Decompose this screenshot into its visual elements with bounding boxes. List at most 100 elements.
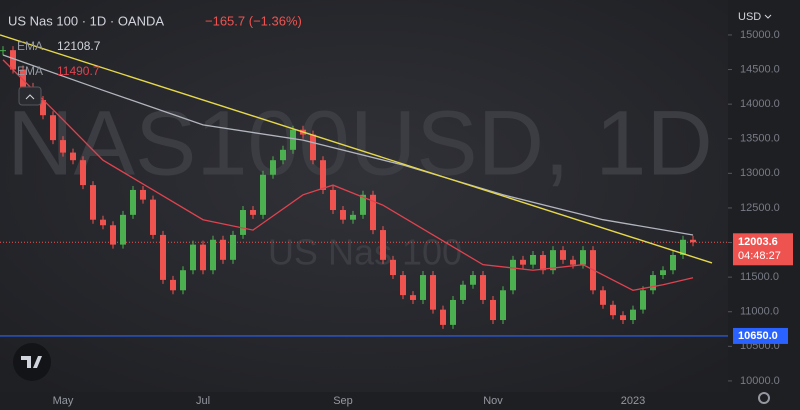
watermark-sub: US Nas 100 xyxy=(268,232,462,273)
candle-body xyxy=(90,185,96,220)
candle-body xyxy=(660,270,666,276)
candle-body xyxy=(260,174,266,215)
currency-caret[interactable] xyxy=(764,14,772,19)
candle-body xyxy=(430,275,436,310)
candle-body xyxy=(670,254,676,271)
candle-body xyxy=(610,304,616,316)
candle-body xyxy=(100,219,106,226)
y-tick-label: 11500.0 xyxy=(740,271,779,283)
logo-mark xyxy=(21,356,42,368)
candle-body xyxy=(570,259,576,265)
candle-body xyxy=(230,234,236,260)
y-tick-label: 13000.0 xyxy=(740,167,780,179)
candle-body xyxy=(40,99,46,116)
candle-body xyxy=(130,189,136,215)
candle-body xyxy=(510,259,516,291)
candle-body xyxy=(460,284,466,300)
candle-body xyxy=(180,270,186,291)
settings-icon[interactable] xyxy=(758,392,770,404)
candle-body xyxy=(110,225,116,245)
legend-value: 12108.7 xyxy=(57,39,101,53)
level-label: 10650.0 xyxy=(738,330,778,342)
y-tick-label: 11000.0 xyxy=(740,306,779,318)
candle-body xyxy=(560,250,566,260)
y-tick-label: 14000.0 xyxy=(740,98,780,110)
candle-body xyxy=(330,189,336,211)
candle-body xyxy=(10,50,16,70)
last-price-label: 12003.6 xyxy=(738,236,778,248)
candle-body xyxy=(80,160,86,186)
candle-body xyxy=(620,315,626,321)
x-tick-label: 2023 xyxy=(621,395,645,407)
x-tick-label: Sep xyxy=(333,395,353,407)
candle-body xyxy=(240,210,246,235)
candle-body xyxy=(550,250,556,271)
currency[interactable]: USD xyxy=(738,11,761,23)
y-tick-label: 14500.0 xyxy=(740,63,780,75)
candle-body xyxy=(270,160,276,175)
ema-line xyxy=(2,59,694,291)
candle-body xyxy=(580,250,586,265)
ema-line xyxy=(2,54,694,236)
candle-body xyxy=(410,295,416,300)
candle-body xyxy=(20,69,26,87)
candle-body xyxy=(440,309,446,325)
candle-body xyxy=(390,259,396,276)
legend-value: 11490.7 xyxy=(57,64,100,78)
countdown: 04:48:27 xyxy=(738,250,781,262)
x-tick-label: May xyxy=(53,395,74,407)
candle-body xyxy=(520,259,526,265)
time-axis-bg xyxy=(0,392,728,410)
price-change: −165.7 (−1.36%) xyxy=(205,13,302,28)
candle-body xyxy=(200,244,206,271)
symbol-title: US Nas 100 · 1D · OANDA xyxy=(8,13,164,28)
candle-body xyxy=(0,50,6,52)
candle-body xyxy=(500,290,506,321)
legend-label: EMA xyxy=(17,39,43,53)
plot xyxy=(0,34,728,337)
x-tick-label: Jul xyxy=(196,395,210,407)
watermark: NAS100USD, 1D xyxy=(7,92,713,194)
tv-logo xyxy=(13,343,51,381)
candle-body xyxy=(650,275,656,291)
candle-body xyxy=(690,239,696,243)
candle-body xyxy=(340,210,346,220)
candle-body xyxy=(210,239,216,271)
candle-body xyxy=(310,134,316,161)
level-tag xyxy=(733,327,788,344)
candle-body xyxy=(480,275,486,300)
candle-body xyxy=(530,254,536,265)
candle-body xyxy=(70,152,76,161)
candle-body xyxy=(420,275,426,300)
candle-body xyxy=(470,275,476,285)
gear[interactable] xyxy=(758,392,770,404)
candle-body xyxy=(360,194,366,215)
candle-body xyxy=(450,299,456,325)
candle-body xyxy=(140,189,146,200)
y-tick-label: 15000.0 xyxy=(740,29,780,41)
candle-body xyxy=(50,115,56,141)
candle-body xyxy=(350,214,356,220)
collapse-icon[interactable] xyxy=(25,94,35,100)
candle-body xyxy=(490,299,496,321)
candle-body xyxy=(280,149,286,161)
last-price-tag xyxy=(733,233,793,266)
candle-body xyxy=(150,199,156,235)
candle-body xyxy=(400,275,406,296)
candle-body xyxy=(640,290,646,310)
candle-body xyxy=(160,234,166,280)
y-tick-label: 10000.0 xyxy=(740,375,780,387)
candle-body xyxy=(380,230,386,260)
collapse-button[interactable] xyxy=(18,86,42,106)
trend-line xyxy=(0,34,713,264)
y-tick-label: 12500.0 xyxy=(740,202,780,214)
candle-body xyxy=(370,194,376,231)
candle-body xyxy=(540,254,546,271)
candle-body xyxy=(220,239,226,260)
candle-body xyxy=(190,244,196,271)
candle-body xyxy=(250,210,256,215)
y-tick-label: 13500.0 xyxy=(740,133,780,145)
candle-body xyxy=(170,279,176,291)
